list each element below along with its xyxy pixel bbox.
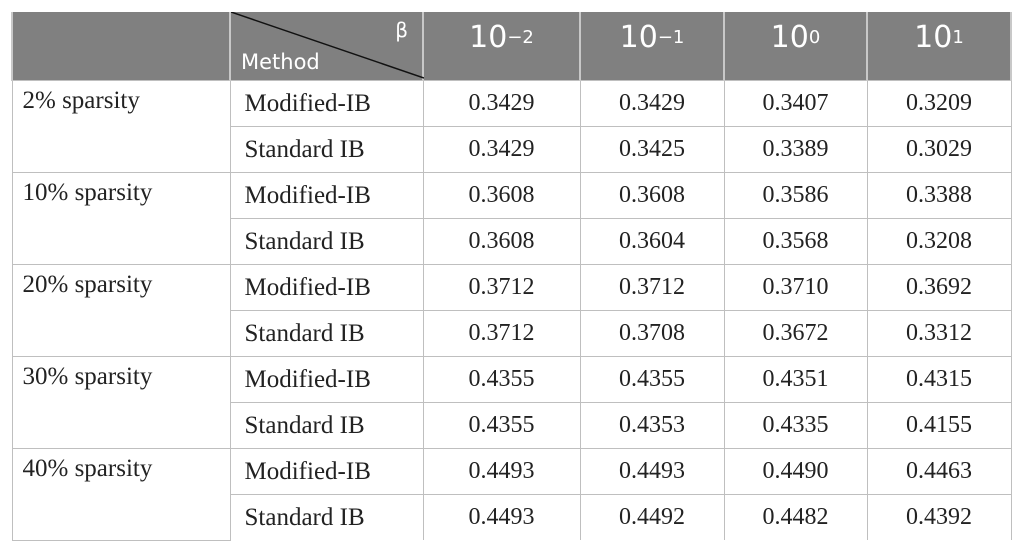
beta-exponent: 0: [808, 27, 821, 48]
value-cell: 0.4490: [723, 448, 868, 495]
beta-base: 10: [619, 20, 658, 55]
beta-col-header-1: 10−2: [422, 12, 581, 81]
value-cell: 0.4493: [422, 448, 581, 495]
value-cell: 0.3608: [579, 172, 725, 219]
beta-exponent: −2: [507, 27, 534, 48]
beta-base: 10: [770, 20, 809, 55]
table-row: 40% sparsity Modified-IB 0.4493 0.4493 0…: [11, 448, 1012, 541]
value-cell: 0.3429: [422, 126, 581, 173]
method-cell: Modified-IB: [229, 264, 424, 311]
value-cell: 0.3429: [579, 80, 725, 127]
beta-exponent: −1: [657, 27, 685, 48]
value-cell: 0.3692: [866, 264, 1012, 311]
value-cell: 0.4493: [422, 494, 581, 540]
method-cell: Standard IB: [229, 310, 424, 357]
value-cell: 0.4335: [723, 402, 868, 449]
method-cell: Modified-IB: [229, 448, 424, 495]
value-cell: 0.3710: [723, 264, 868, 311]
value-cell: 0.3425: [579, 126, 725, 173]
table-row: 10% sparsity Modified-IB 0.3608 0.3608 0…: [11, 172, 1012, 265]
beta-base: 10: [914, 20, 953, 55]
value-cell: 0.3712: [579, 264, 725, 311]
value-cell: 0.3029: [866, 126, 1012, 173]
value-cell: 0.3388: [866, 172, 1012, 219]
method-cell: Standard IB: [229, 402, 424, 449]
beta-col-header-4: 101: [866, 12, 1012, 81]
value-cell: 0.3208: [866, 218, 1012, 265]
value-cell: 0.3608: [422, 172, 581, 219]
value-cell: 0.3672: [723, 310, 868, 357]
value-cell: 0.3712: [422, 264, 581, 311]
value-cell: 0.4492: [579, 494, 725, 540]
beta-header-label: β: [395, 18, 408, 42]
value-cell: 0.4353: [579, 402, 725, 449]
diagonal-header-cell: β Method: [229, 12, 424, 81]
sparsity-group-label: 20% sparsity: [11, 264, 231, 357]
value-cell: 0.3429: [422, 80, 581, 127]
value-cell: 0.3608: [422, 218, 581, 265]
table-row: Standard IB 0.4493 0.4492 0.4482 0.4392: [12, 494, 1012, 540]
value-cell: 0.4155: [866, 402, 1012, 449]
beta-col-header-3: 100: [723, 12, 868, 81]
value-cell: 0.4355: [579, 356, 725, 403]
value-cell: 0.4493: [579, 448, 725, 495]
beta-col-header-2: 10−1: [579, 12, 725, 81]
value-cell: 0.3708: [579, 310, 725, 357]
method-cell: Standard IB: [229, 126, 424, 173]
value-cell: 0.4392: [866, 494, 1012, 540]
value-cell: 0.3568: [723, 218, 868, 265]
value-cell: 0.4482: [723, 494, 868, 540]
value-cell: 0.3712: [422, 310, 581, 357]
value-cell: 0.4315: [866, 356, 1012, 403]
value-cell: 0.4355: [422, 356, 581, 403]
value-cell: 0.3407: [723, 80, 868, 127]
beta-exponent: 1: [952, 27, 964, 48]
method-cell: Modified-IB: [229, 356, 424, 403]
value-cell: 0.4463: [866, 448, 1012, 495]
table-row: 2% sparsity Modified-IB 0.3429 0.3429 0.…: [11, 80, 1012, 173]
method-cell: Standard IB: [229, 494, 424, 540]
sparsity-group-label: 40% sparsity: [11, 448, 231, 541]
table-row: Standard IB 0.3429 0.3425 0.3389 0.3029: [12, 126, 1012, 173]
table-row: 30% sparsity Modified-IB 0.4355 0.4355 0…: [11, 356, 1012, 449]
method-header-label: Method: [241, 50, 320, 74]
method-cell: Modified-IB: [229, 172, 424, 219]
value-cell: 0.3312: [866, 310, 1012, 357]
table-row: Standard IB 0.3608 0.3604 0.3568 0.3208: [12, 218, 1012, 265]
value-cell: 0.3209: [866, 80, 1012, 127]
table-row: Standard IB 0.3712 0.3708 0.3672 0.3312: [12, 310, 1012, 357]
method-cell: Modified-IB: [229, 80, 424, 127]
value-cell: 0.4355: [422, 402, 581, 449]
value-cell: 0.4351: [723, 356, 868, 403]
sparsity-group-label: 2% sparsity: [11, 80, 231, 173]
method-cell: Standard IB: [229, 218, 424, 265]
header-empty-cell: [11, 12, 231, 81]
sparsity-group-label: 10% sparsity: [11, 172, 231, 265]
value-cell: 0.3389: [723, 126, 868, 173]
beta-base: 10: [469, 20, 508, 55]
table-row: 20% sparsity Modified-IB 0.3712 0.3712 0…: [11, 264, 1012, 357]
diagonal-divider: [231, 12, 424, 79]
value-cell: 0.3586: [723, 172, 868, 219]
value-cell: 0.3604: [579, 218, 725, 265]
header-row: β Method 10−2 10−1 100 101: [11, 12, 1012, 81]
results-table: β Method 10−2 10−1 100 101 2% sparsity M…: [11, 12, 1012, 541]
sparsity-group-label: 30% sparsity: [11, 356, 231, 449]
